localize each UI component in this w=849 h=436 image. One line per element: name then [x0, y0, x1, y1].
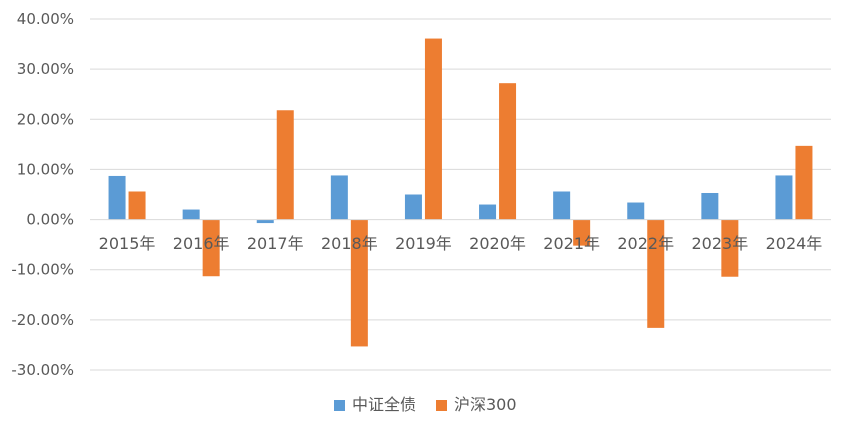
y-tick-label: 20.00%	[17, 110, 74, 128]
bar-series2-2020年	[499, 83, 517, 220]
x-category-label: 2019年	[395, 234, 452, 253]
bar-series1-2015年	[108, 175, 126, 220]
x-category-label: 2018年	[321, 234, 378, 253]
bar-series2-2024年	[795, 145, 813, 220]
bar-series2-2022年	[647, 219, 665, 328]
y-tick-label: 30.00%	[17, 60, 74, 78]
y-tick-label: -30.00%	[11, 361, 74, 379]
bar-series1-2018年	[330, 175, 348, 220]
legend-label: 中证全债	[352, 395, 416, 414]
legend-swatch	[334, 400, 345, 411]
gridlines	[90, 18, 831, 371]
bar-series2-2021年	[573, 219, 591, 246]
bar-series2-2016年	[202, 219, 220, 277]
bar-series1-2022年	[627, 202, 645, 220]
bar-series1-2016年	[182, 209, 200, 220]
x-category-label: 2016年	[173, 234, 230, 253]
bar-series1-2019年	[404, 194, 422, 220]
bar-series2-2023年	[721, 219, 739, 277]
y-tick-label: -20.00%	[11, 311, 74, 329]
bar-series2-2017年	[276, 110, 294, 220]
x-category-label: 2023年	[691, 234, 748, 253]
bar-series2-2015年	[128, 191, 146, 220]
bar-series1-2017年	[256, 219, 274, 224]
x-category-label: 2022年	[617, 234, 674, 253]
bar-series2-2018年	[350, 219, 368, 347]
y-tick-label: 0.00%	[26, 211, 74, 229]
bar-series1-2021年	[553, 191, 571, 220]
x-category-label: 2021年	[543, 234, 600, 253]
bar-series1-2023年	[701, 192, 719, 220]
bar-series2-2019年	[424, 38, 442, 220]
bar-series1-2024年	[775, 175, 793, 220]
y-tick-label: -10.00%	[11, 261, 74, 279]
bar-series1-2020年	[479, 204, 497, 220]
legend-swatch	[436, 400, 447, 411]
y-tick-label: 10.00%	[17, 160, 74, 178]
legend: 中证全债 沪深300	[334, 395, 517, 414]
x-category-label: 2015年	[99, 234, 156, 253]
x-axis-category-labels: 2015年 2016年 2017年 2018年 2019年 2020年 2021年 2022年…	[99, 234, 823, 253]
y-tick-label: 40.00%	[17, 10, 74, 28]
x-category-label: 2017年	[247, 234, 304, 253]
x-category-label: 2024年	[766, 234, 823, 253]
x-category-label: 2020年	[469, 234, 526, 253]
bars	[108, 38, 813, 347]
y-axis-tick-labels: 40.00% 30.00% 20.00% 10.00% 0.00% -10.00% -20.…	[11, 10, 74, 379]
legend-label: 沪深300	[454, 395, 517, 414]
